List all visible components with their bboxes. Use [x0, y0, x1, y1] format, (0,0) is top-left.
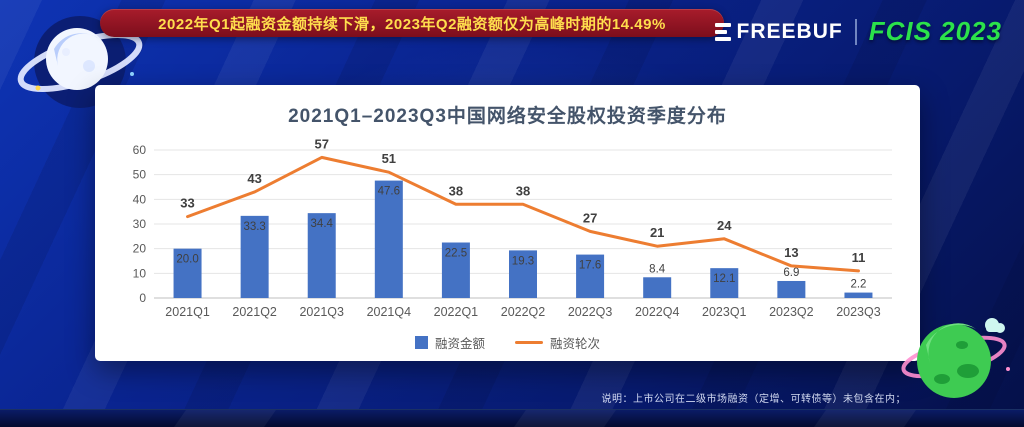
- bar-label: 20.0: [176, 254, 198, 266]
- freebuf-logo-icon: [714, 22, 731, 41]
- legend-line-swatch: [515, 341, 543, 344]
- x-axis-label: 2021Q4: [366, 305, 411, 319]
- line-point-label: 21: [649, 225, 663, 240]
- x-axis-label: 2023Q3: [836, 305, 881, 319]
- bar: [575, 254, 604, 298]
- bar: [776, 280, 805, 298]
- y-tick-label: 20: [132, 242, 146, 256]
- x-axis-label: 2022Q3: [567, 305, 612, 319]
- y-tick-label: 30: [132, 217, 146, 231]
- bar: [709, 268, 738, 298]
- legend-line-label: 融资轮次: [550, 337, 601, 351]
- bar: [307, 213, 336, 298]
- line-point-label: 43: [247, 171, 261, 186]
- x-axis-label: 2022Q1: [433, 305, 478, 319]
- line-point-label: 38: [515, 183, 529, 198]
- line-point-label: 24: [717, 218, 732, 233]
- bar: [441, 242, 470, 298]
- bar-label: 6.9: [783, 267, 799, 279]
- line-point-label: 13: [784, 245, 798, 260]
- bar: [173, 248, 202, 298]
- y-tick-label: 60: [132, 143, 146, 157]
- line-series: [185, 155, 860, 273]
- chart-legend: 融资金额 融资轮次: [414, 333, 600, 352]
- y-tick-label: 50: [132, 168, 146, 182]
- cloud-icon: [985, 318, 1005, 333]
- freebuf-logo: FREEBUF: [714, 19, 843, 44]
- bar-label: 19.3: [511, 255, 533, 267]
- x-axis-label: 2022Q4: [634, 305, 679, 319]
- bar-label: 17.6: [578, 260, 600, 272]
- bar-label: 47.6: [377, 186, 399, 198]
- legend-item-line: 融资轮次: [515, 333, 600, 352]
- x-axis-label: 2023Q2: [769, 305, 814, 319]
- legend-bar-label: 融资金额: [434, 337, 485, 351]
- bar: [374, 180, 403, 298]
- line-point-label: 33: [180, 196, 194, 211]
- footnote: 说明：上市公司在二级市场融资（定增、可转债等）未包含在内；: [601, 394, 906, 405]
- bar-label: 34.4: [310, 218, 333, 230]
- fcis-2023-logo: FCIS 2023: [868, 16, 1002, 46]
- bar: [843, 292, 872, 298]
- x-axis-label: 2021Q1: [165, 305, 210, 319]
- bar: [508, 250, 537, 298]
- line-point-label: 51: [381, 151, 395, 166]
- bottom-decorative-band: [0, 409, 1024, 427]
- line-point-label: 27: [582, 210, 596, 225]
- headline-banner: 2022年Q1起融资金额持续下滑，2023年Q2融资额仅为高峰时期的14.49%: [100, 9, 724, 37]
- line-point-label: 57: [314, 136, 328, 151]
- chart-card: 2021Q1–2023Q3中国网络安全股权投资季度分布 0 10 20 30 40 50 6…: [95, 85, 920, 361]
- x-axis-label: 2022Q2: [500, 305, 545, 319]
- headline-text: 2022年Q1起融资金额持续下滑，2023年Q2融资额仅为高峰时期的14.49%: [158, 15, 666, 33]
- x-axis-label: 2021Q2: [232, 305, 277, 319]
- logo-area: FREEBUF FCIS 2023: [714, 16, 1002, 47]
- chart-svg: 0 10 20 30 40 50 60 20.0 33.3 34.4 47.6 22.5 19.3 17.…: [132, 136, 892, 319]
- bar: [240, 215, 269, 298]
- bar-label: 2.2: [850, 279, 866, 291]
- x-axis-label: 2023Q1: [702, 305, 747, 319]
- logo-divider: [854, 18, 857, 45]
- line-point-label: 11: [851, 250, 865, 265]
- bar-label: 33.3: [243, 221, 265, 233]
- y-tick-label: 10: [132, 266, 146, 280]
- chart-title: 2021Q1–2023Q3中国网络安全股权投资季度分布: [288, 106, 727, 127]
- x-axis-label: 2021Q3: [299, 305, 344, 319]
- y-tick-label: 40: [132, 192, 146, 206]
- bar: [642, 277, 671, 298]
- bar-label: 8.4: [649, 263, 666, 275]
- freebuf-logo-text: FREEBUF: [736, 19, 843, 43]
- y-tick-label: 0: [139, 291, 146, 305]
- bar-label: 22.5: [444, 248, 466, 260]
- line-point-label: 38: [448, 183, 462, 198]
- legend-bar-swatch: [414, 336, 428, 349]
- bar-label: 12.1: [713, 273, 735, 285]
- legend-item-bar: 融资金额: [414, 333, 485, 352]
